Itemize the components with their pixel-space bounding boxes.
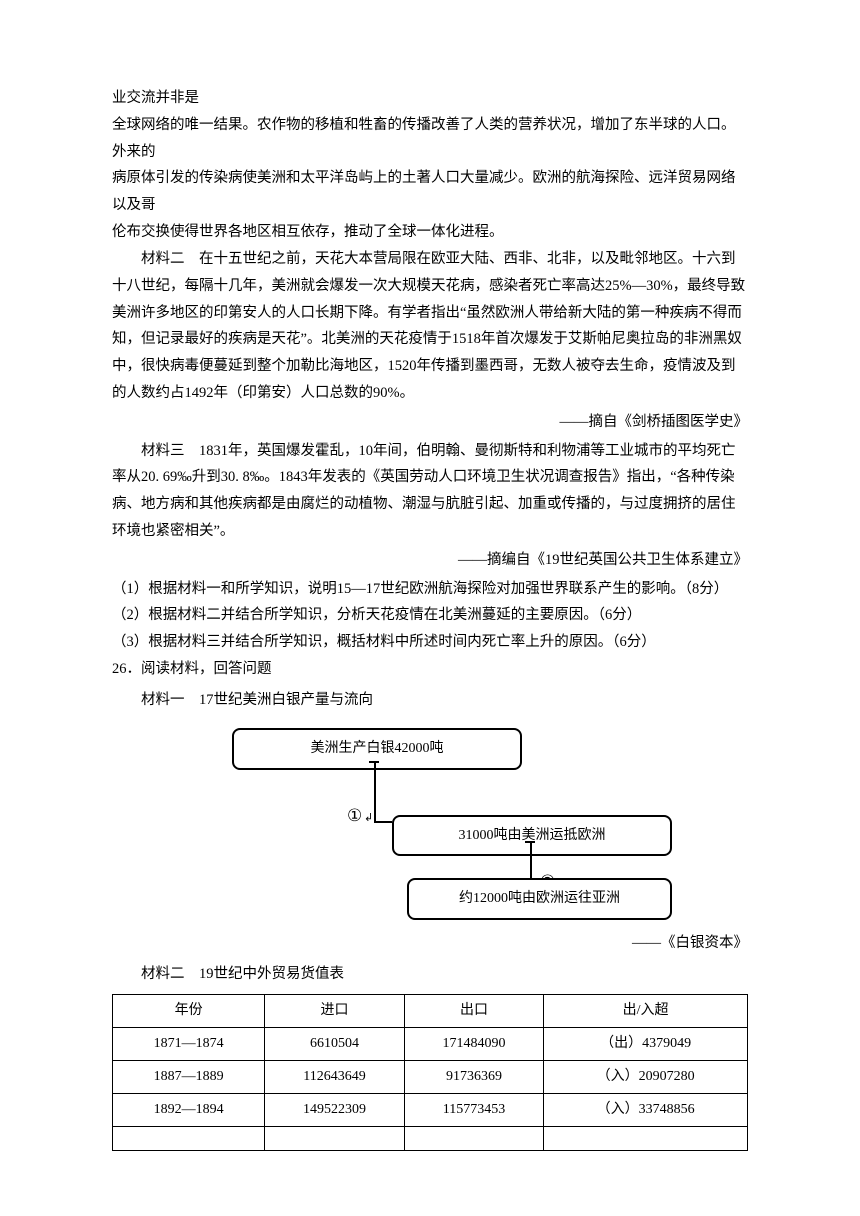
question-3: （3）根据材料三并结合所学知识，概括材料中所述时间内死亡率上升的原因。（6分） [112,629,748,656]
paragraph: 全球网络的唯一结果。农作物的移植和牲畜的传播改善了人类的营养状况，增加了东半球的… [112,112,748,166]
table-cell: 1871—1874 [113,1027,265,1060]
material-3: 材料三 1831年，英国爆发霍乱，10年间，伯明翰、曼彻斯特和利物浦等工业城市的… [112,438,748,545]
paragraph: 病原体引发的传染病使美洲和太平洋岛屿上的土著人口大量减少。欧洲的航海探险、远洋贸… [112,165,748,219]
flow-diagram: 美洲生产白银42000吨 ①↲ 31000吨由美洲运抵欧洲 ②↲ 约12000吨… [202,728,672,921]
table-cell: （入）33748856 [544,1093,748,1126]
table-header: 年份 [113,994,265,1027]
connector [374,821,392,823]
table-cell: 1892—1894 [113,1093,265,1126]
paragraph: 伦布交换使得世界各地区相互依存，推动了全球一体化进程。 [112,219,748,246]
material-2: 材料二 在十五世纪之前，天花大本营局限在欧亚大陆、西非、北非，以及毗邻地区。十六… [112,246,748,407]
table-row: 1887—1889 112643649 91736369 （入）20907280 [113,1060,748,1093]
table-row: 1871—1874 6610504 171484090 （出）4379049 [113,1027,748,1060]
source-citation: ——摘自《剑桥插图医学史》 [112,409,748,436]
table-cell [544,1126,748,1150]
table-cell: 1887—1889 [113,1060,265,1093]
table-cell: 6610504 [265,1027,404,1060]
connector-cap [525,841,535,843]
question-1: （1）根据材料一和所学知识，说明15—17世纪欧洲航海探险对加强世界联系产生的影… [112,576,748,603]
question-26: 26．阅读材料，回答问题 [112,656,748,683]
flow-box-2: 31000吨由美洲运抵欧洲 [392,815,672,857]
diagram-source: ——《白银资本》 [112,930,748,957]
source-citation: ——摘编自《19世纪英国公共卫生体系建立》 [112,547,748,574]
table-cell: （出）4379049 [544,1027,748,1060]
material-2-title: 材料二 19世纪中外贸易货值表 [112,961,748,988]
flow-box-1: 美洲生产白银42000吨 [232,728,522,770]
flow-box-3: 约12000吨由欧洲运往亚洲 [407,878,672,920]
table-cell: 91736369 [404,1060,543,1093]
table-cell: 112643649 [265,1060,404,1093]
question-2: （2）根据材料二并结合所学知识，分析天花疫情在北美洲蔓延的主要原因。（6分） [112,602,748,629]
flow-box-1-label: 美洲生产白银42000吨 [311,741,444,756]
caret-mark: ↲ [364,808,373,828]
table-cell: 149522309 [265,1093,404,1126]
table-row: 1892—1894 149522309 115773453 （入）3374885… [113,1093,748,1126]
table-cell: （入）20907280 [544,1060,748,1093]
table-header: 出口 [404,994,543,1027]
table-row-empty [113,1126,748,1150]
trade-table: 年份 进口 出口 出/入超 1871—1874 6610504 17148409… [112,994,748,1151]
table-cell [404,1126,543,1150]
table-header: 进口 [265,994,404,1027]
material-1-title: 材料一 17世纪美洲白银产量与流向 [112,687,748,714]
flow-box-3-label: 约12000吨由欧洲运往亚洲 [459,891,620,906]
paragraph-fragment: 业交流并非是 [112,85,748,112]
connector [374,761,376,821]
connector-cap [369,761,379,763]
table-cell [113,1126,265,1150]
table-cell: 115773453 [404,1093,543,1126]
circle-number-1: ① [347,800,362,831]
table-header: 出/入超 [544,994,748,1027]
table-cell: 171484090 [404,1027,543,1060]
table-cell [265,1126,404,1150]
table-header-row: 年份 进口 出口 出/入超 [113,994,748,1027]
